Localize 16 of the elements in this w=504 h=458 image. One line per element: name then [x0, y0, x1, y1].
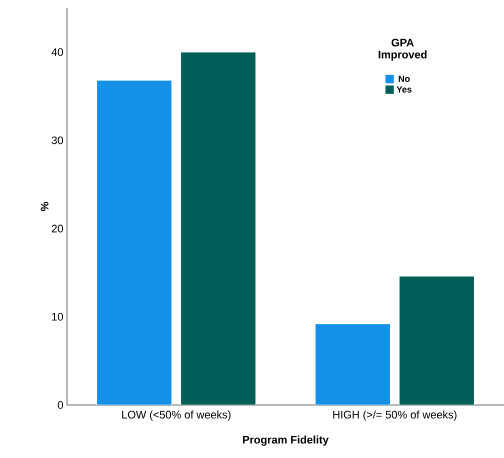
y-tick-label: 30 — [52, 136, 64, 144]
bar — [96, 80, 172, 405]
y-tick-label: 40 — [52, 48, 64, 56]
y-tick-label: 0 — [58, 401, 64, 409]
legend-label: Yes — [396, 86, 412, 93]
y-tick-label: 20 — [52, 224, 64, 232]
legend-label: No — [398, 76, 410, 82]
y-tick-label: 10 — [52, 312, 64, 321]
y-axis-title: % — [40, 202, 48, 212]
x-axis-title: Program Fidelity — [243, 436, 329, 446]
bar — [314, 324, 391, 405]
x-tick-label: LOW (<50% of weeks) — [122, 410, 231, 421]
bar — [180, 52, 256, 405]
bar — [398, 276, 475, 405]
x-tick-label: HIGH (>/= 50% of weeks) — [333, 410, 456, 421]
legend-title: GPA Improved — [378, 38, 427, 61]
